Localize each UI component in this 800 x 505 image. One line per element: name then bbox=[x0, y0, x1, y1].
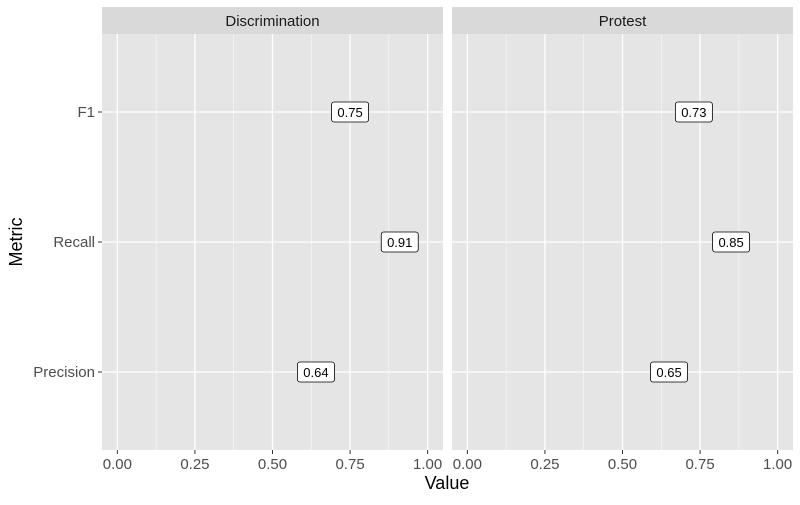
data-label: 0.73 bbox=[681, 105, 706, 120]
x-tick-label: 0.50 bbox=[258, 456, 287, 473]
y-tick-label: Recall bbox=[53, 234, 95, 251]
data-label-box bbox=[650, 361, 688, 383]
y-axis-title: Metric bbox=[6, 218, 26, 267]
data-label-box bbox=[380, 231, 419, 253]
data-label: 0.64 bbox=[303, 365, 328, 380]
data-label: 0.75 bbox=[337, 105, 362, 120]
x-axis-title: Value bbox=[425, 473, 470, 493]
x-tick-label: 0.75 bbox=[335, 456, 364, 473]
data-label: 0.85 bbox=[718, 235, 743, 250]
y-tick-label: Precision bbox=[33, 364, 95, 381]
x-tick-label: 0.25 bbox=[530, 456, 559, 473]
y-tick-label: F1 bbox=[77, 104, 95, 121]
facet-strip bbox=[102, 7, 443, 34]
x-tick-label: 0.25 bbox=[180, 456, 209, 473]
data-label-box bbox=[712, 231, 751, 253]
facet-panel-discrimination: Discrimination 0.00 0.25 0.50 0.75 1.00 0.75 0.… bbox=[102, 7, 443, 473]
facet-strip-label: Discrimination bbox=[225, 13, 319, 30]
data-label-box bbox=[297, 361, 335, 383]
data-label-box bbox=[331, 101, 369, 123]
x-tick-label: 0.00 bbox=[453, 456, 482, 473]
x-tick-label: 1.00 bbox=[763, 456, 792, 473]
facet-strip bbox=[452, 7, 793, 34]
facet-panel-protest: Protest 0.00 0.25 0.50 0.75 1.00 0.73 0.85 0.65 bbox=[452, 7, 793, 473]
data-label: 0.91 bbox=[387, 235, 412, 250]
x-tick-label: 0.00 bbox=[103, 456, 132, 473]
x-tick-label: 0.50 bbox=[608, 456, 637, 473]
data-label: 0.65 bbox=[656, 365, 681, 380]
data-label-box bbox=[674, 101, 713, 123]
x-tick-label: 1.00 bbox=[413, 456, 442, 473]
facet-strip-label: Protest bbox=[599, 13, 647, 30]
x-tick-label: 0.75 bbox=[685, 456, 714, 473]
